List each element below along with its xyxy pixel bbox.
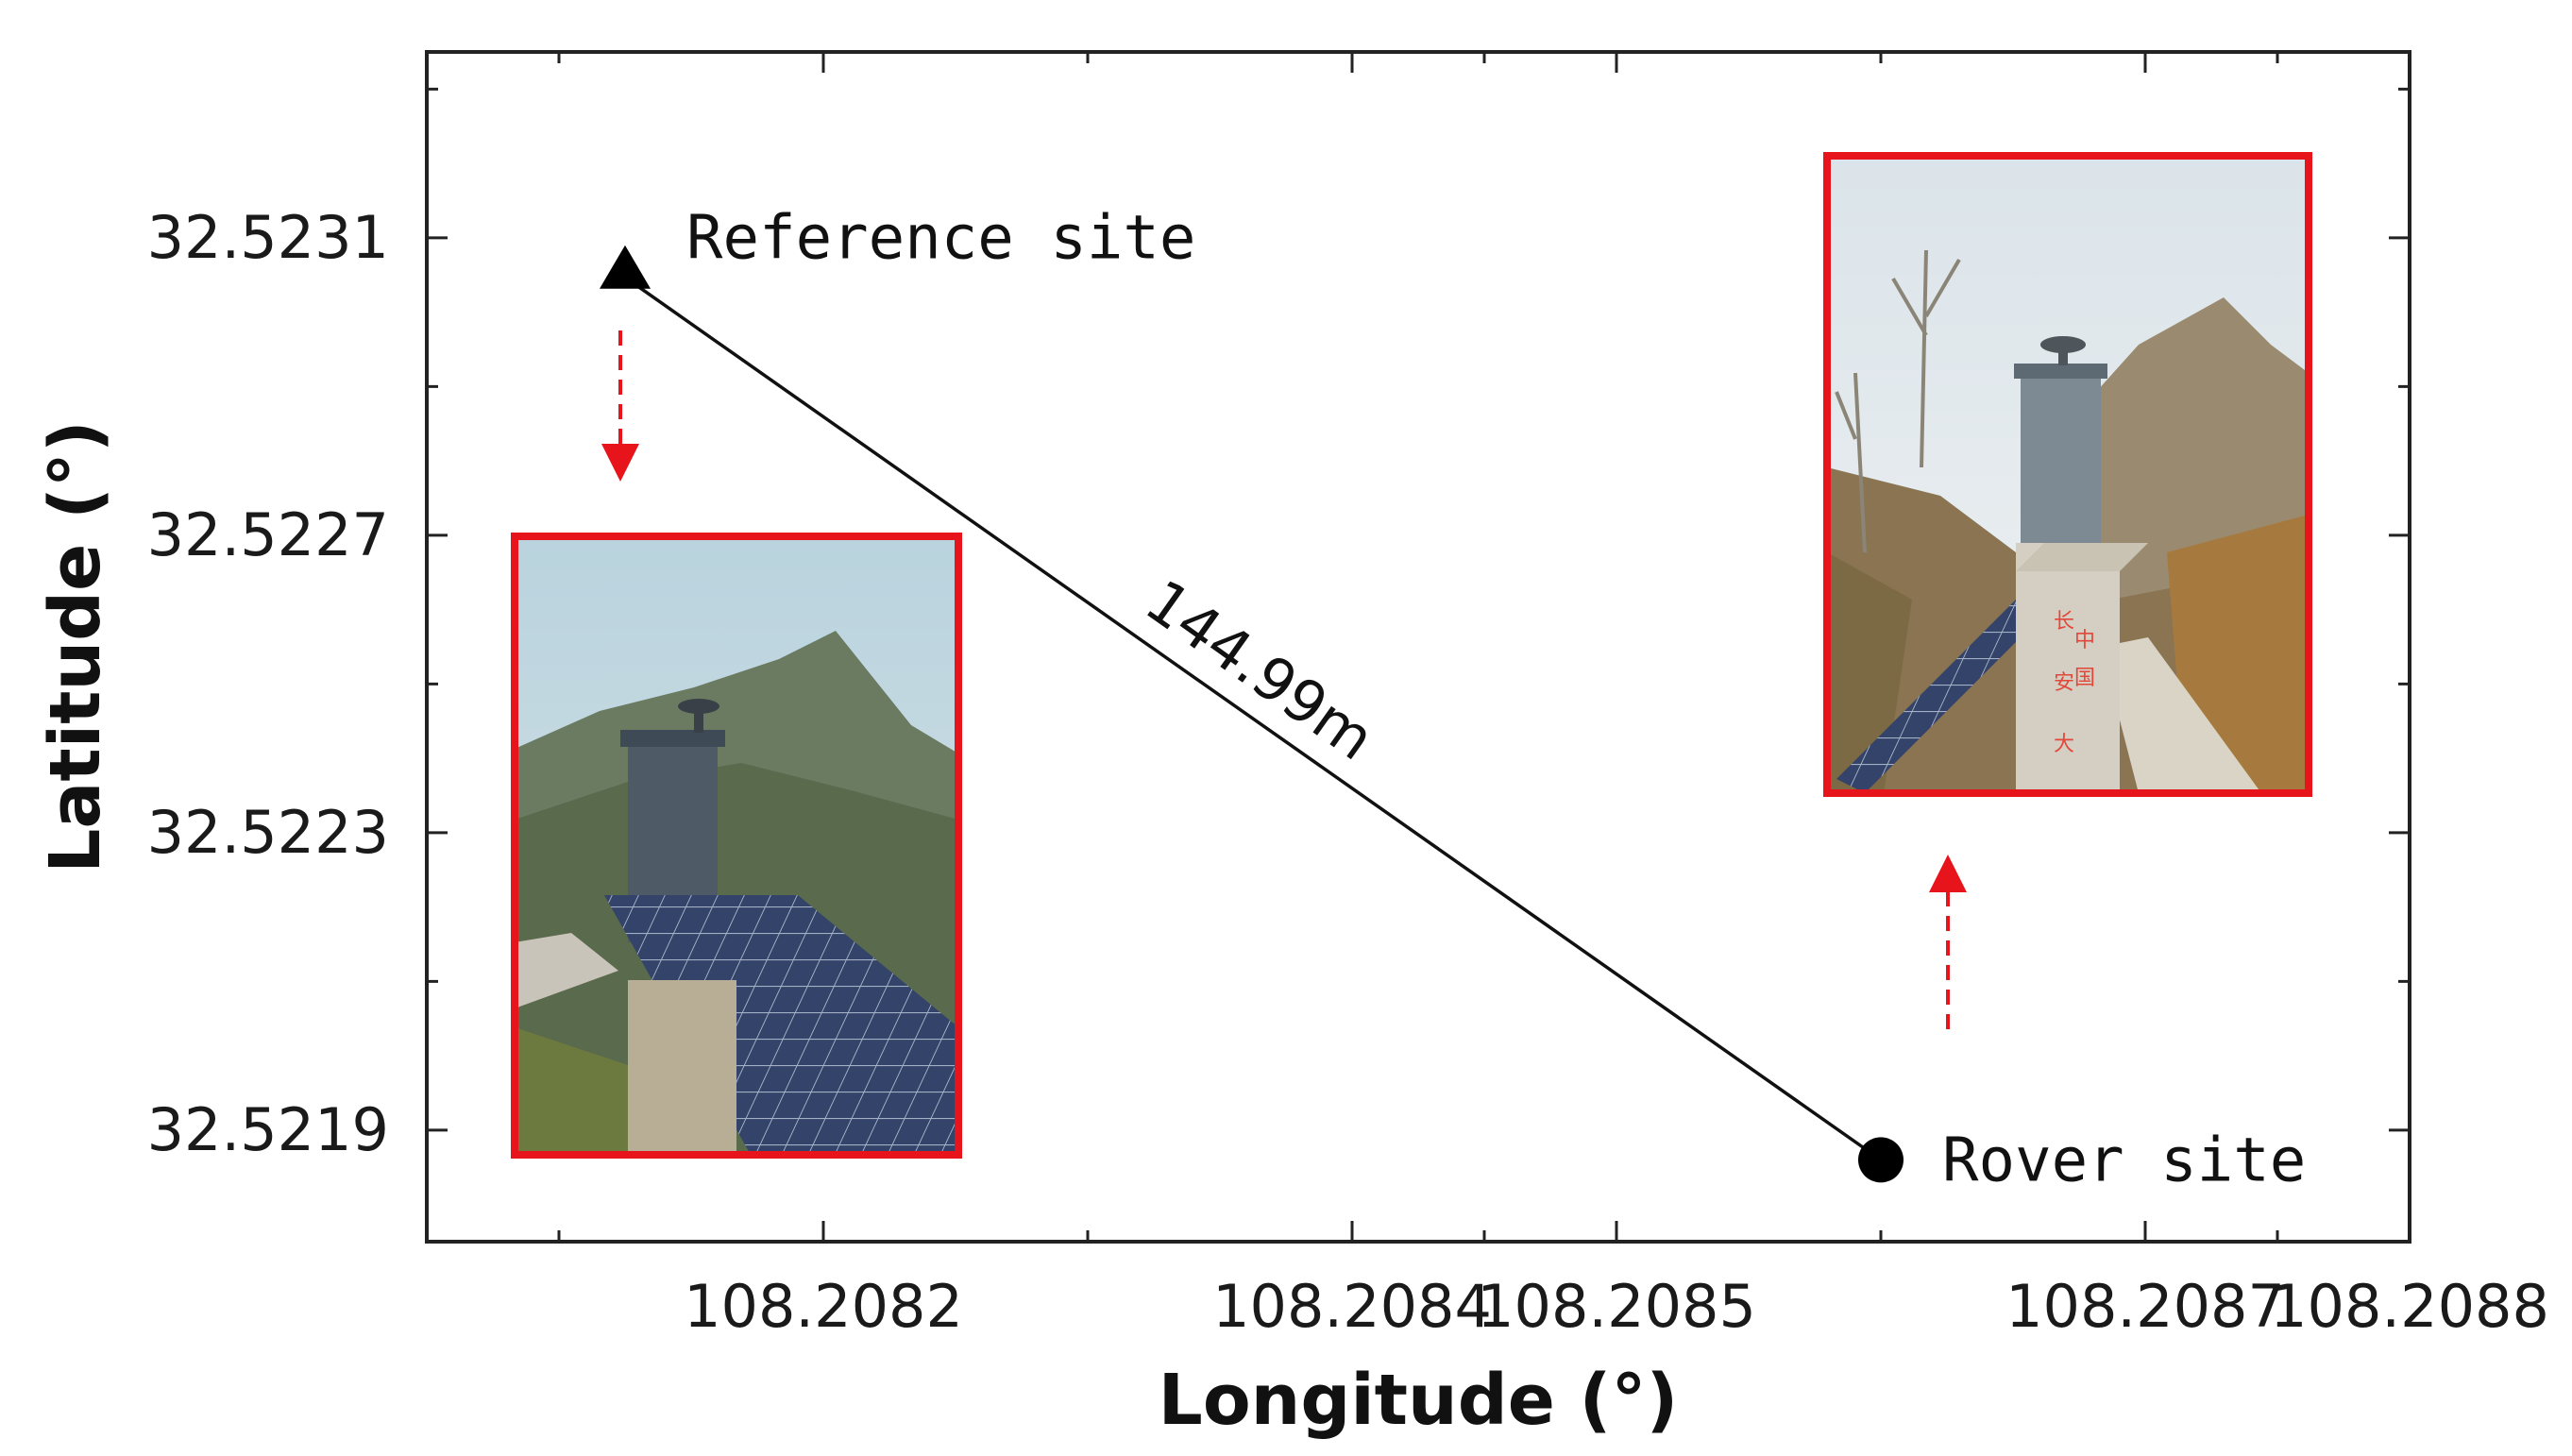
y-axis-title: Latitude (°) bbox=[35, 420, 116, 872]
x-tick-label: 108.2088 bbox=[2270, 1272, 2549, 1341]
rover-site-marker bbox=[1858, 1137, 1904, 1183]
svg-text:大: 大 bbox=[2054, 733, 2074, 756]
y-tick-label: 32.5223 bbox=[147, 798, 389, 867]
reference-site-marker bbox=[600, 245, 651, 289]
x-axis-tick-labels: 108.2082 108.2084 108.2085 108.2087 108.… bbox=[684, 1272, 2549, 1341]
rover-site-photo: 中 国 长 安 大 bbox=[1823, 152, 2312, 797]
distance-label: 144.99m bbox=[1133, 567, 1386, 774]
y-tick-label: 32.5219 bbox=[147, 1095, 389, 1164]
rover-site-label: Rover site bbox=[1942, 1126, 2306, 1195]
reference-site-label: Reference site bbox=[686, 204, 1195, 274]
y-tick-label: 32.5231 bbox=[147, 203, 389, 272]
x-tick-label: 108.2085 bbox=[1477, 1272, 1756, 1341]
baseline-line bbox=[623, 276, 1883, 1161]
axis-ticks bbox=[427, 52, 2411, 1242]
y-tick-label: 32.5227 bbox=[147, 500, 389, 569]
x-axis-title: Longitude (°) bbox=[1159, 1360, 1679, 1441]
x-tick-label: 108.2082 bbox=[684, 1272, 963, 1341]
svg-text:中: 中 bbox=[2074, 629, 2095, 652]
reference-site-photo bbox=[511, 533, 962, 1159]
svg-text:国: 国 bbox=[2074, 667, 2095, 690]
y-axis-tick-labels: 32.5219 32.5223 32.5227 32.5231 bbox=[147, 203, 389, 1164]
x-tick-label: 108.2084 bbox=[1212, 1272, 1492, 1341]
plot-area-frame bbox=[425, 50, 2411, 1244]
svg-text:安: 安 bbox=[2054, 671, 2074, 695]
svg-text:长: 长 bbox=[2054, 610, 2074, 634]
x-tick-label: 108.2087 bbox=[2005, 1272, 2285, 1341]
